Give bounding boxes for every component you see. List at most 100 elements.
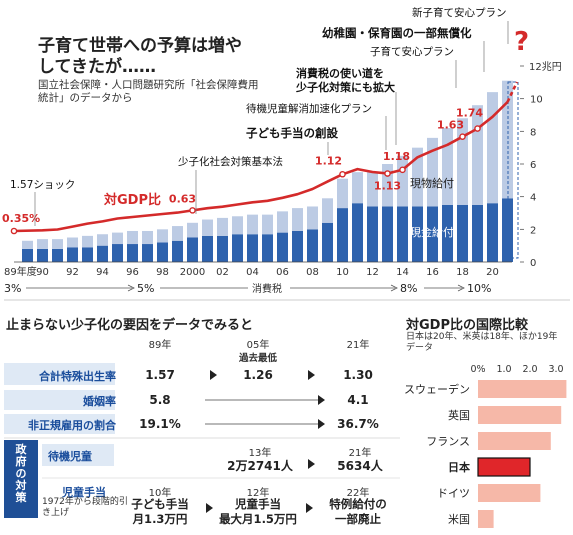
annotation-1999: 少子化社会対策基本法 xyxy=(178,155,283,168)
intl-bar-2 xyxy=(478,432,551,450)
gdp-ratio-point-2010 xyxy=(339,170,346,178)
row-bg-birthrate xyxy=(4,363,115,385)
nonregular-89: 19.1% xyxy=(139,417,181,431)
allowance-note: 1972年から段階的引き上げ xyxy=(42,497,128,518)
x-tick-label-2006: 06 xyxy=(276,267,289,278)
factors-year-05: 05年 xyxy=(246,340,270,351)
factors-year-89: 89年 xyxy=(148,340,172,351)
bar-inkind-2014 xyxy=(397,155,408,207)
intl-label-3: 日本 xyxy=(448,460,470,474)
bar-inkind-1999 xyxy=(172,226,183,241)
gov-measures-label: 政府の対策 xyxy=(4,440,38,518)
bar-cash-2020 xyxy=(487,203,498,262)
bar-inkind-2020 xyxy=(487,92,498,204)
bar-cash-1998 xyxy=(157,242,168,262)
x-tick-label-1994: 94 xyxy=(96,267,109,278)
bar-inkind-1995 xyxy=(112,232,123,245)
tax-rate-8: 8% xyxy=(400,282,417,295)
allowance-year-10: 10年 xyxy=(148,488,172,499)
bar-inkind-2006 xyxy=(277,211,288,233)
gdp-ratio-point-1989 xyxy=(10,227,18,235)
bar-cash-2013 xyxy=(382,206,393,262)
x-tick-label-2002: 02 xyxy=(216,267,229,278)
bar-inkind-1989 xyxy=(22,240,33,249)
page-title: 子育て世帯への予算は増やしてきたが…… xyxy=(38,36,242,77)
annotation-1990: 1.57ショック xyxy=(10,179,75,191)
bar-cash-2008 xyxy=(307,229,318,262)
allowance-22-b: 一部廃止 xyxy=(335,512,381,526)
x-tick-label-2014: 14 xyxy=(396,267,409,278)
gdp-ratio-series-label: 対GDP比 xyxy=(103,192,161,208)
cash-series-label: 現金給付 xyxy=(410,225,454,239)
gdp-ratio-label-2018: 1.63 xyxy=(437,119,464,132)
intl-tick-1: 1.0 xyxy=(496,364,511,375)
birthrate-89: 1.57 xyxy=(145,368,175,382)
tax-rate-5: 5% xyxy=(137,282,154,295)
bar-cash-2017 xyxy=(442,204,453,262)
bar-inkind-2007 xyxy=(292,208,303,231)
bar-inkind-2008 xyxy=(307,206,318,230)
gdp-ratio-label-2010: 1.12 xyxy=(315,154,342,167)
intl-bar-3 xyxy=(477,457,531,477)
bar-cash-2011 xyxy=(352,203,363,262)
row-bg-nonregular xyxy=(4,414,115,434)
waiting-year-13: 13年 xyxy=(248,448,272,459)
intl-note: 日本は20年、米英は18年、ほか19年データ xyxy=(406,332,558,353)
intl-label-2: フランス xyxy=(426,435,470,448)
bar-cash-1991 xyxy=(52,248,63,262)
bar-cash-2018 xyxy=(457,204,468,262)
waiting-21: 5634人 xyxy=(337,459,383,473)
annotation-2013: 待機児童解消加速化プラン xyxy=(246,102,372,115)
intl-bar-4 xyxy=(478,484,541,502)
marriage-21: 4.1 xyxy=(347,393,369,407)
bar-cash-2015 xyxy=(412,206,423,262)
bar-inkind-2003 xyxy=(232,216,243,235)
birthrate-arrow-1 xyxy=(210,370,217,380)
bar-cash-1995 xyxy=(112,244,123,262)
bar-inkind-2019 xyxy=(472,105,483,205)
bar-inkind-2018 xyxy=(457,118,468,205)
gdp-ratio-point-2019 xyxy=(474,125,481,132)
intl-label-0: スウェーデン xyxy=(404,382,470,396)
annotation-2014-line1: 消費税の使い道を xyxy=(296,66,384,80)
y-axis-top-label: 12兆円 xyxy=(529,61,562,73)
y-tick-label-8: 8 xyxy=(530,127,536,138)
gdp-ratio-future-line xyxy=(506,81,519,103)
bar-inkind-2001 xyxy=(202,219,213,236)
allowance-year-22: 22年 xyxy=(346,488,370,499)
bar-inkind-1993 xyxy=(82,235,93,248)
waiting-13: 2万2741人 xyxy=(227,459,293,473)
allowance-12-b: 最大月1.5万円 xyxy=(219,512,297,526)
x-tick-label-1998: 98 xyxy=(156,267,169,278)
row-label-waiting: 待機児童 xyxy=(48,450,92,463)
bar-cash-1993 xyxy=(82,247,93,262)
gdp-ratio-label-2019: 1.74 xyxy=(456,107,483,120)
birthrate-05: 1.26 xyxy=(243,368,273,382)
row-label-marriage: 婚姻率 xyxy=(83,395,116,408)
y-tick-label-4: 4 xyxy=(530,193,536,204)
x-tick-label-2008: 08 xyxy=(306,267,319,278)
allowance-10-a: 子ども手当 xyxy=(131,497,189,511)
annotation-2017: 子育て安心プラン xyxy=(370,45,454,58)
bar-inkind-1997 xyxy=(142,230,153,245)
bar-inkind-1996 xyxy=(127,230,138,245)
row-label-allowance: 児童手当 xyxy=(62,486,106,499)
birthrate-arrow-2 xyxy=(308,370,315,380)
x-tick-label-2004: 04 xyxy=(246,267,259,278)
bar-cash-2014 xyxy=(397,206,408,262)
annotation-2009: 子ども手当の創設 xyxy=(246,126,338,140)
tax-arrow-2-head xyxy=(390,284,398,292)
tax-rate-10: 10% xyxy=(467,282,491,295)
bar-inkind-1998 xyxy=(157,229,168,243)
bar-inkind-2010 xyxy=(337,178,348,209)
bar-inkind-2021 xyxy=(502,80,513,199)
intl-tick-2: 2.0 xyxy=(522,364,537,375)
intl-title: 対GDP比の国際比較 xyxy=(406,318,528,333)
birthrate-21: 1.30 xyxy=(343,368,373,382)
bar-cash-2009 xyxy=(322,222,333,262)
tax-arrow-3-head xyxy=(457,284,465,292)
row-label-nonregular: 非正規雇用の割合 xyxy=(28,419,116,432)
intl-bar-5 xyxy=(478,510,494,528)
bar-cash-2003 xyxy=(232,234,243,262)
bar-cash-2021 xyxy=(502,198,513,262)
